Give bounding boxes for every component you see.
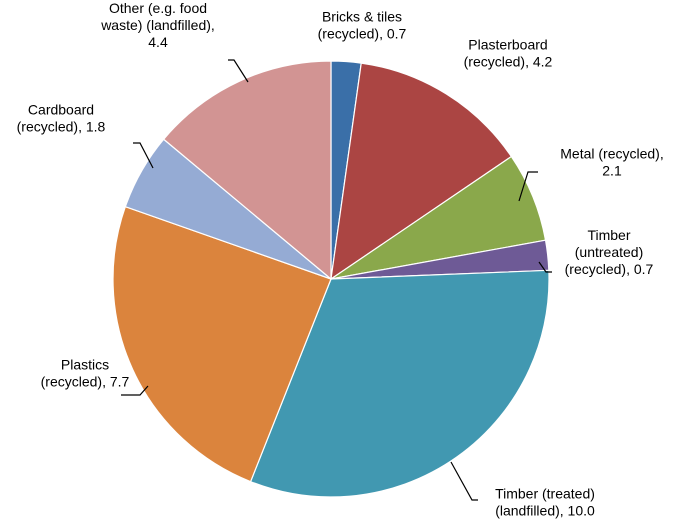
- data-label-line: Plasterboard: [468, 37, 547, 53]
- data-label-line: Timber: [587, 227, 630, 243]
- data-label-line: Cardboard: [28, 102, 94, 118]
- data-label-line: 4.4: [148, 34, 168, 50]
- data-label-plastics: Plastics (recycled), 7.7: [41, 357, 130, 390]
- data-labels: Bricks & tiles (recycled), 0.7Plasterboar…: [17, 0, 664, 519]
- pie-slice-plasterboard: [330, 62, 513, 281]
- data-label-line: (recycled), 0.7: [565, 261, 654, 277]
- data-label-timber-treated: Timber (treated) (landfilled), 10.0: [495, 486, 595, 519]
- data-label-plasterboard: Plasterboard (recycled), 4.2: [464, 37, 553, 70]
- data-label-other-e-g-food: Other (e.g. food waste) (landfilled), 4.4: [100, 0, 215, 50]
- data-label-timber: Timber (untreated) (recycled), 0.7: [565, 227, 654, 277]
- leader-lines: [121, 59, 552, 501]
- data-label-line: Plastics: [61, 357, 109, 373]
- pie-slices: [112, 60, 550, 498]
- leader-line-metal-recycled: [518, 171, 538, 202]
- data-label-line: waste) (landfilled),: [100, 17, 215, 33]
- data-label-line: 2.1: [602, 163, 622, 179]
- data-label-line: (recycled), 7.7: [41, 374, 130, 390]
- data-label-line: Timber (treated): [495, 486, 595, 502]
- data-label-line: (recycled), 1.8: [17, 119, 106, 135]
- data-label-line: (recycled), 4.2: [464, 54, 553, 70]
- pie-slice-timber-treated: [249, 269, 550, 498]
- data-label-line: (landfilled), 10.0: [495, 503, 595, 519]
- leader-line-cardboard: [133, 142, 154, 169]
- leader-line-other-e-g-food: [228, 59, 249, 83]
- pie-slice-plastics: [112, 205, 332, 483]
- data-label-bricks-tiles: Bricks & tiles (recycled), 0.7: [318, 9, 407, 42]
- data-label-line: (untreated): [575, 244, 643, 260]
- data-label-line: (recycled), 0.7: [318, 26, 407, 42]
- data-label-cardboard: Cardboard (recycled), 1.8: [17, 102, 106, 135]
- data-label-line: Bricks & tiles: [322, 9, 402, 25]
- leader-line-timber-treated: [450, 461, 478, 501]
- data-label-line: Metal (recycled),: [560, 146, 663, 162]
- pie-slice-other-e-g-food: [162, 60, 332, 281]
- data-label-line: Other (e.g. food: [109, 0, 207, 16]
- data-label-metal-recycled: Metal (recycled), 2.1: [560, 146, 663, 179]
- leader-line-plastics: [121, 385, 149, 396]
- leader-line-timber: [538, 261, 552, 273]
